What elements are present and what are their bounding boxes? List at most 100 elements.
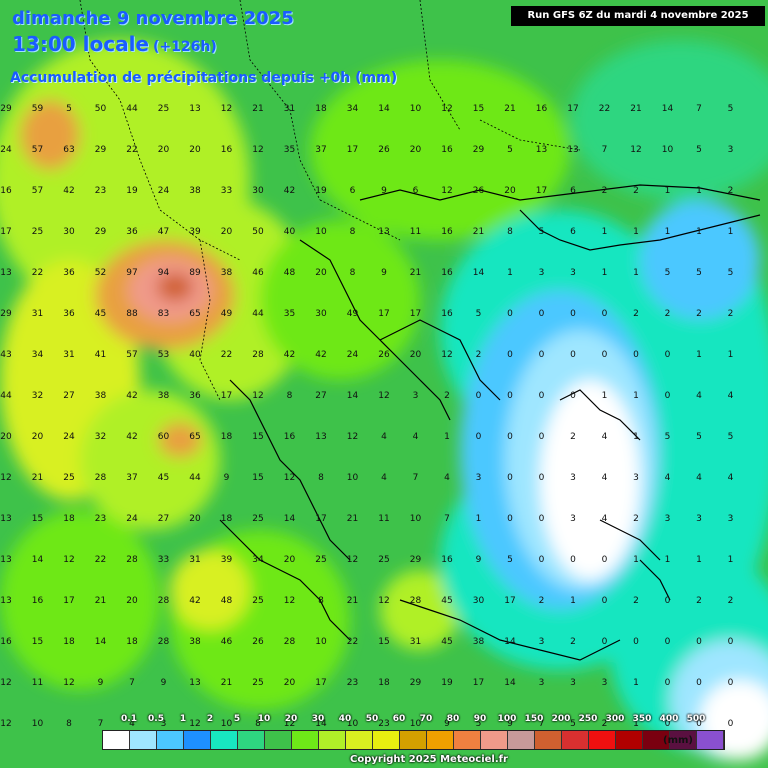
grid-value: 10 — [315, 227, 327, 237]
grid-value: 5 — [728, 432, 734, 442]
grid-value: 28 — [284, 637, 296, 647]
forecast-time-label: 13:00 locale — [12, 32, 149, 56]
grid-value: 46 — [221, 637, 233, 647]
grid-value: 10 — [32, 719, 44, 729]
grid-value: 13 — [0, 514, 11, 524]
grid-value: 14 — [662, 104, 674, 114]
grid-value: 44 — [252, 309, 264, 319]
legend-swatch — [535, 731, 562, 749]
grid-value: 14 — [473, 268, 485, 278]
grid-value: 15 — [378, 637, 389, 647]
grid-value: 16 — [441, 555, 453, 565]
legend-swatch — [454, 731, 481, 749]
grid-value: 29 — [0, 309, 12, 319]
grid-value: 22 — [32, 268, 43, 278]
grid-value: 20 — [410, 350, 422, 360]
grid-value: 2 — [476, 350, 482, 360]
grid-value: 20 — [284, 678, 296, 688]
grid-value: 34 — [347, 104, 359, 114]
grid-value: 7 — [444, 514, 450, 524]
grid-value: 5 — [66, 104, 72, 114]
grid-value: 12 — [347, 432, 358, 442]
grid-value: 4 — [728, 473, 734, 483]
grid-value: 13 — [189, 104, 200, 114]
grid-value: 31 — [410, 637, 421, 647]
grid-value: 57 — [126, 350, 137, 360]
grid-value: 1 — [633, 678, 639, 688]
grid-value: 17 — [315, 678, 326, 688]
grid-value: 35 — [284, 145, 295, 155]
grid-value: 46 — [252, 268, 264, 278]
grid-value: 40 — [189, 350, 201, 360]
grid-value: 13 — [189, 678, 200, 688]
grid-value: 1 — [665, 227, 671, 237]
precip-field-shading — [0, 40, 768, 760]
grid-value: 10 — [347, 719, 359, 729]
grid-value: 0 — [539, 350, 545, 360]
legend-swatch — [292, 731, 319, 749]
grid-value: 28 — [252, 350, 264, 360]
grid-value: 29 — [410, 555, 422, 565]
grid-value: 17 — [221, 391, 232, 401]
grid-value: 23 — [347, 678, 358, 688]
grid-value: 20 — [158, 145, 170, 155]
grid-value: 1 — [696, 555, 702, 565]
grid-value: 0 — [570, 555, 576, 565]
legend-swatch — [103, 731, 130, 749]
legend-swatch — [400, 731, 427, 749]
grid-value: 22 — [126, 145, 137, 155]
legend-label: 2 — [206, 714, 214, 724]
grid-value: 2 — [570, 432, 576, 442]
grid-value: 44 — [189, 473, 201, 483]
grid-value: 0 — [507, 514, 513, 524]
grid-value: 9 — [444, 719, 450, 729]
grid-value: 22 — [95, 555, 106, 565]
grid-value: 9 — [381, 186, 387, 196]
grid-value: 0 — [696, 678, 702, 688]
grid-value: 0 — [602, 309, 608, 319]
legend-swatch — [589, 731, 616, 749]
grid-value: 0 — [602, 596, 608, 606]
grid-value: 36 — [126, 227, 138, 237]
grid-value: 97 — [126, 268, 137, 278]
grid-value: 1 — [728, 350, 734, 360]
legend-label: 90 — [473, 714, 487, 724]
grid-value: 36 — [189, 391, 201, 401]
grid-value: 4 — [602, 473, 608, 483]
legend-label: 100 — [497, 714, 517, 724]
grid-value: 50 — [95, 104, 107, 114]
grid-value: 12 — [284, 719, 295, 729]
legend-label: 1 — [179, 714, 187, 724]
grid-value: 0 — [570, 350, 576, 360]
grid-value: 0 — [696, 719, 702, 729]
grid-value: 0 — [539, 555, 545, 565]
grid-value: 31 — [189, 555, 200, 565]
grid-value: 45 — [95, 309, 106, 319]
grid-value: 2 — [633, 186, 639, 196]
grid-value: 65 — [189, 432, 200, 442]
coastlines — [219, 184, 761, 661]
grid-value: 1 — [633, 555, 639, 565]
grid-value: 13 — [378, 227, 389, 237]
grid-value: 3 — [539, 637, 545, 647]
grid-value: 24 — [63, 432, 75, 442]
grid-value: 9 — [476, 555, 482, 565]
grid-value: 5 — [507, 555, 513, 565]
grid-value: 6 — [570, 186, 576, 196]
grid-value: 9 — [381, 268, 387, 278]
grid-value: 28 — [95, 473, 107, 483]
grid-value: 42 — [284, 186, 295, 196]
grid-value: 20 — [410, 145, 422, 155]
grid-value: 36 — [63, 268, 75, 278]
legend-labels: 0.1 0.5 1 2 5 10 20 30 40 50 60 70 80 90 100 150 200 250 3… — [100, 714, 705, 728]
grid-value: 29 — [473, 145, 485, 155]
grid-value: 0 — [602, 555, 608, 565]
grid-value: 0 — [539, 309, 545, 319]
grid-value: 88 — [126, 309, 138, 319]
grid-value: 3 — [539, 268, 545, 278]
legend-swatch — [508, 731, 535, 749]
legend-swatch — [562, 731, 589, 749]
forecast-date: dimanche 9 novembre 2025 — [12, 8, 294, 29]
legend-swatch — [346, 731, 373, 749]
grid-value: 10 — [410, 719, 422, 729]
